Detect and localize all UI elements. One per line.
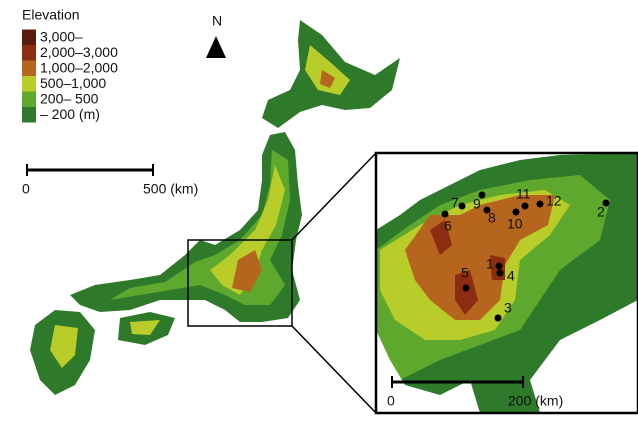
legend-swatch — [22, 92, 36, 108]
legend-label: 1,000–2,000 — [40, 60, 118, 76]
legend-swatch — [22, 107, 36, 123]
honshu — [70, 132, 302, 322]
hokkaido — [262, 20, 400, 128]
site-marker — [522, 203, 529, 210]
north-arrow: N — [206, 13, 226, 58]
scale-label: 500 (km) — [143, 181, 198, 197]
north-label: N — [212, 13, 222, 29]
map: 1 2 3 4 5 6 7 8 9 10 11 12 0 200 (km) 0 — [0, 0, 638, 420]
site-marker — [496, 263, 503, 270]
legend-swatch — [22, 61, 36, 77]
site-label: 3 — [504, 300, 512, 316]
site-label: 9 — [473, 196, 481, 212]
site-label: 12 — [546, 193, 562, 209]
legend-label: 2,000–3,000 — [40, 44, 118, 60]
site-marker — [495, 315, 502, 322]
scale-label: 0 — [387, 393, 395, 409]
legend-title: Elevation — [22, 7, 80, 23]
main-scale-bar: 0 500 (km) — [22, 164, 198, 197]
site-label: 7 — [451, 195, 459, 211]
site-label: 4 — [507, 268, 515, 284]
site-marker — [497, 270, 504, 277]
site-marker — [513, 209, 520, 216]
site-label: 2 — [597, 204, 605, 220]
site-marker — [537, 201, 544, 208]
site-marker — [459, 203, 466, 210]
scale-label: 200 (km) — [508, 393, 563, 409]
scale-label: 0 — [22, 181, 30, 197]
site-marker — [442, 211, 449, 218]
site-label: 6 — [444, 218, 452, 234]
connector — [292, 326, 376, 413]
kyushu — [30, 310, 95, 395]
site-marker — [463, 285, 470, 292]
site-label: 8 — [488, 210, 496, 226]
legend-label: 3,000– — [40, 29, 83, 45]
site-label: 5 — [461, 265, 469, 281]
legend-swatch — [22, 45, 36, 61]
site-label: 11 — [516, 186, 531, 202]
legend: Elevation 3,000–2,000–3,0001,000–2,00050… — [22, 7, 118, 123]
legend-label: 500–1,000 — [40, 75, 106, 91]
connector — [292, 153, 376, 240]
shikoku — [118, 312, 175, 345]
site-label: 1 — [486, 256, 494, 272]
legend-swatch — [22, 76, 36, 92]
legend-label: – 200 (m) — [40, 106, 100, 122]
site-label: 10 — [507, 216, 523, 232]
legend-swatch — [22, 30, 36, 46]
legend-label: 200– 500 — [40, 91, 99, 107]
